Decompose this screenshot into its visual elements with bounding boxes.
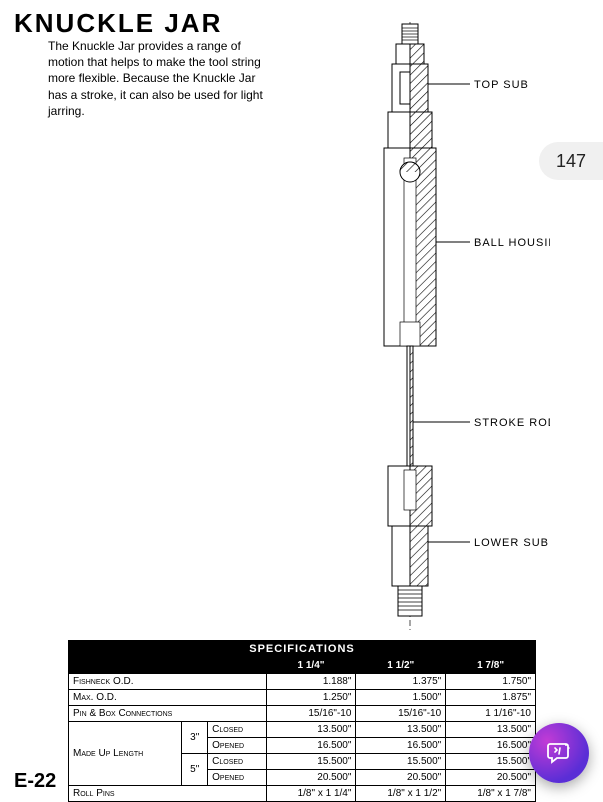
page-number: 147 — [556, 151, 586, 172]
col-size-2: 1 1/2" — [356, 658, 446, 674]
row-rollpins: Roll Pins — [69, 786, 267, 802]
opened-3: Opened — [208, 738, 266, 754]
callout-stroke-rod: STROKE ROD — [474, 417, 550, 429]
opened-5: Opened — [208, 770, 266, 786]
col-size-3: 1 7/8" — [446, 658, 536, 674]
row-maxod: Max. O.D. — [69, 690, 267, 706]
callout-lower-sub: LOWER SUB — [474, 537, 549, 549]
specifications-table: SPECIFICATIONS 1 1/4" 1 1/2" 1 7/8" Fish… — [68, 640, 536, 802]
row-pinbox: Pin & Box Connections — [69, 706, 267, 722]
stroke-5: 5" — [182, 754, 208, 786]
chat-icon — [545, 739, 573, 767]
page-code: E-22 — [14, 770, 56, 793]
col-size-1: 1 1/4" — [266, 658, 356, 674]
tool-diagram: TOP SUB BALL HOUSING STROKE ROD LOWER SU… — [310, 22, 550, 632]
stroke-3: 3" — [182, 722, 208, 754]
closed-5: Closed — [208, 754, 266, 770]
row-madeup: Made Up Length — [69, 722, 182, 786]
closed-3: Closed — [208, 722, 266, 738]
page-title: KNUCKLE JAR — [14, 8, 222, 39]
callout-top-sub: TOP SUB — [474, 79, 529, 91]
row-fishneck: Fishneck O.D. — [69, 674, 267, 690]
description-text: The Knuckle Jar provides a range of moti… — [48, 38, 268, 119]
spec-header: SPECIFICATIONS — [69, 641, 536, 658]
callout-ball-housing: BALL HOUSING — [474, 237, 550, 249]
chat-button[interactable] — [529, 723, 589, 783]
